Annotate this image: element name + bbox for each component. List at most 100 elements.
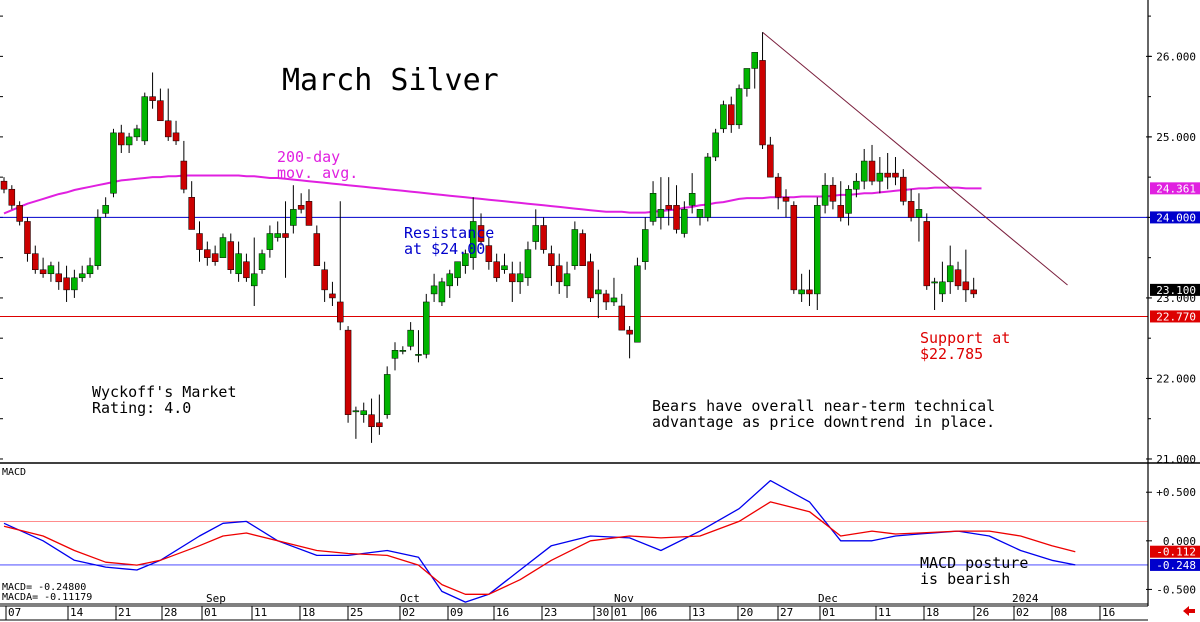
downtrend-line [762,31,1068,286]
candle-body-down [118,132,125,146]
candle [501,253,508,274]
candle [493,253,500,282]
x-month-label: 2024 [1012,592,1039,605]
candle [634,257,641,343]
candle [469,197,477,270]
candle-body-up [853,180,860,190]
candle-body-up [696,209,704,218]
candle-body-up [649,193,657,222]
macd-tag-label: -0.248 [1156,559,1196,572]
x-day-label: 21 [118,606,131,619]
candle [313,225,321,266]
candle-body-up [524,249,532,279]
candle-body-up [383,374,391,415]
candle-body-down [55,273,62,283]
candle [970,277,977,298]
x-day-label: 06 [644,606,657,619]
candle [290,185,297,234]
sma200-line [3,174,982,215]
price-tag-label: 24.361 [1156,182,1196,195]
candle-body-down [790,205,798,291]
candle-body-down [673,205,680,230]
candle [743,68,751,97]
candle [71,269,78,298]
candle-body-up [712,132,719,158]
candle [892,157,899,186]
arrow-left-icon[interactable] [1183,606,1195,616]
candle [837,181,844,222]
y-tick-label: 21.000 [1156,453,1196,466]
candle-body-up [915,209,923,218]
candle [180,140,188,194]
candle [610,277,618,306]
candle [125,132,133,153]
bears-note-line1: Bears have overall near-term technical [652,397,995,415]
candle-body-down [227,241,235,270]
candle-body-up [814,205,821,295]
candle [141,92,149,145]
candle [118,124,125,153]
candle [587,253,594,302]
candle [571,221,579,270]
candle [962,249,970,302]
candle [250,237,258,306]
candle-body-down [344,329,352,415]
candle-body-down [970,289,977,295]
candle [602,289,610,311]
candle [563,261,571,298]
candle-body-down [188,197,195,230]
candle [94,209,102,270]
candle-body-down [180,160,188,190]
candle-body-down [884,172,891,178]
candle [462,249,469,274]
candle-body-down [16,205,23,222]
candle [641,217,649,270]
candle [774,173,782,210]
x-day-label: 13 [692,606,705,619]
candle [157,88,164,122]
candle-body-down [493,261,500,279]
candle-body-up [860,160,868,182]
candle-body-up [360,410,367,415]
price-tag-label: 23.100 [1156,284,1196,297]
candle [172,120,180,145]
candle [798,273,805,302]
candle [438,277,446,306]
candle [524,241,532,286]
candle [657,177,665,230]
candle [274,221,281,242]
candle-body-up [110,132,117,194]
price-tag [1150,211,1200,224]
x-day-label: 14 [70,606,84,619]
sma-label-line2: mov. avg. [277,164,358,182]
candle-body-down [211,253,219,262]
candle [814,197,821,311]
candle [681,201,688,238]
candle-body-down [164,120,172,138]
candle [829,177,837,210]
x-day-label: 01 [822,606,835,619]
candle [915,193,923,242]
candle [337,201,344,331]
candle [884,152,891,190]
price-tag [1150,283,1200,296]
candle-body-down [767,144,774,178]
candle [266,225,274,258]
candle-body-down [540,225,547,250]
candle-body-down [376,422,383,428]
candle [47,261,55,282]
candle [219,233,227,258]
candle [665,177,672,226]
candle [391,342,399,371]
candle [55,261,62,290]
candle [376,394,383,435]
candle-body-down [602,293,610,303]
candle [595,269,602,319]
candle [618,293,626,331]
candle-body-down [665,205,672,210]
candle [860,148,868,190]
candle-body-down [305,201,313,226]
macd-tag-label: -0.112 [1156,546,1196,559]
candle-body-down [297,205,305,210]
candle-body-up [430,285,438,295]
